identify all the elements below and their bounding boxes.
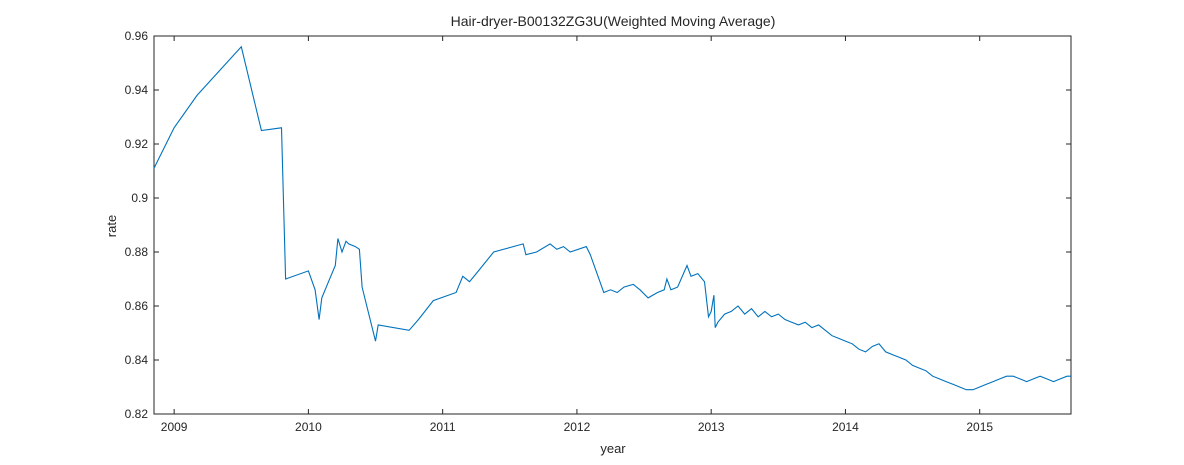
y-tick-label: 0.9 [131,191,148,205]
y-tick-label: 0.84 [125,353,149,367]
x-tick-label: 2015 [966,420,993,434]
y-tick-label: 0.92 [125,137,149,151]
x-tick-label: 2012 [564,420,591,434]
y-tick-label: 0.86 [125,299,149,313]
y-tick-label: 0.96 [125,29,149,43]
y-axis: 0.82 0.84 0.86 0.88 0.9 0.92 0.94 0.96 [125,29,1071,421]
chart-title: Hair-dryer-B00132ZG3U(Weighted Moving Av… [451,13,776,29]
x-tick-label: 2013 [698,420,725,434]
x-tick-label: 2014 [832,420,859,434]
x-axis-label: year [600,441,626,456]
y-tick-label: 0.82 [125,407,149,421]
y-tick-label: 0.94 [125,83,149,97]
x-tick-label: 2010 [295,420,322,434]
y-axis-label: rate [104,215,119,237]
x-tick-label: 2011 [430,420,456,434]
y-tick-label: 0.88 [125,245,149,259]
series-line [153,45,1071,391]
x-axis: 2009 2010 2011 2012 2013 2014 2015 [161,36,993,434]
x-tick-label: 2009 [161,420,188,434]
plot-area [153,35,1072,415]
